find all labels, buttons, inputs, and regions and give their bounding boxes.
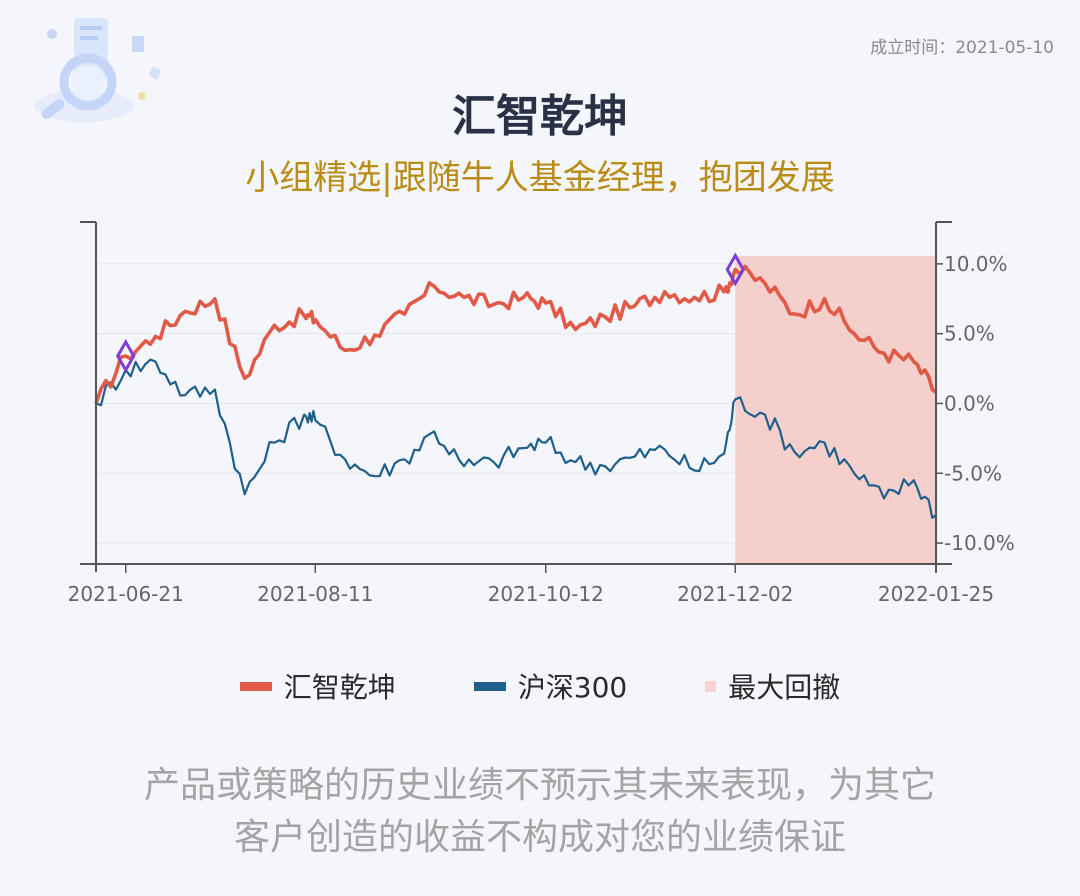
legend-swatch-blue (473, 681, 506, 691)
magnifier-logo-icon (22, 12, 172, 132)
founded-date: 成立时间：2021-05-10 (870, 38, 1054, 58)
y-tick-label: -5.0% (944, 461, 1002, 485)
disclaimer-line: 产品或策略的历史业绩不预示其未来表现，为其它 (143, 765, 936, 806)
performance-chart: 2021-06-21 2021-08-11 2021-10-12 2021-12-02… (68, 221, 1015, 606)
peak-marker-diamond (116, 338, 136, 374)
x-tick-label: 2021-08-11 (257, 582, 373, 606)
y-tick-label: -10.0% (944, 531, 1015, 555)
y-tick-label: 0.0% (944, 391, 995, 415)
page-title: 汇智乾坤 (452, 91, 628, 142)
legend-label: 最大回撤 (728, 671, 841, 704)
legend-item-hs300: 沪深300 (473, 666, 628, 706)
peak-markers (116, 252, 746, 374)
y-tick-label: 10.0% (944, 252, 1008, 276)
x-tick-label: 2021-10-12 (488, 582, 604, 606)
y-tick-labels: 10.0% 5.0% 0.0% -5.0% -10.0% (944, 252, 1015, 555)
legend-swatch-pink (705, 680, 717, 692)
legend-item-drawdown: 最大回撤 (705, 666, 840, 706)
x-tick-label: 2022-01-25 (878, 582, 994, 606)
disclaimer-line: 客户创造的收益不构成对您的业绩保证 (233, 817, 846, 858)
max-drawdown-area (735, 255, 936, 564)
axes (80, 221, 952, 573)
legend-item-huizhi: 汇智乾坤 (239, 666, 396, 706)
peak-marker-diamond (725, 252, 746, 287)
chart-legend: 汇智乾坤 沪深300 最大回撤 (0, 666, 1080, 706)
disclaimer: 产品或策略的历史业绩不预示其未来表现，为其它 客户创造的收益不构成对您的业绩保证 (0, 760, 1080, 864)
y-tick-label: 5.0% (944, 322, 995, 346)
legend-swatch-red (239, 681, 272, 691)
page-subtitle: 小组精选|跟随牛人基金经理，抱团发展 (245, 158, 835, 198)
x-tick-label: 2021-12-02 (677, 582, 793, 606)
legend-label: 沪深300 (517, 671, 628, 704)
legend-label: 汇智乾坤 (283, 671, 396, 704)
x-tick-label: 2021-06-21 (68, 582, 184, 606)
x-tick-labels: 2021-06-21 2021-08-11 2021-10-12 2021-12-02… (68, 582, 994, 606)
series-line-huizhi (94, 264, 938, 405)
series-line-hs300 (95, 358, 937, 519)
